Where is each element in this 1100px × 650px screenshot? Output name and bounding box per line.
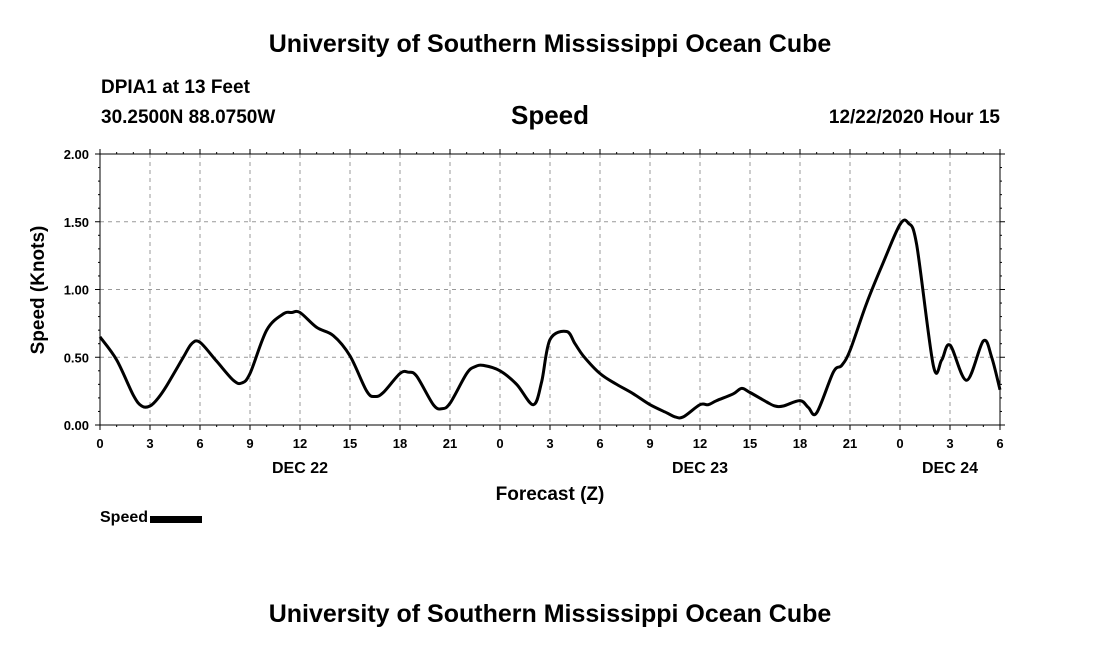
- speed-series-line: [98, 218, 1002, 420]
- x-tick-label: 21: [443, 436, 457, 451]
- x-tick-label: 0: [896, 436, 903, 451]
- chart-series: [98, 218, 1002, 420]
- x-tick-label: 12: [693, 436, 707, 451]
- station-name: DPIA1 at 13 Feet: [101, 77, 250, 98]
- chart-legend: Speed: [100, 509, 203, 527]
- x-tick-label: 0: [496, 436, 503, 451]
- x-tick-label: 21: [843, 436, 857, 451]
- y-tick-label: 1.50: [64, 215, 89, 230]
- x-tick-label: 3: [546, 436, 553, 451]
- x-tick-label: 18: [393, 436, 407, 451]
- x-tick-label: 6: [596, 436, 603, 451]
- x-tick-label: 18: [793, 436, 807, 451]
- x-tick-label: 3: [146, 436, 153, 451]
- page-title-top: University of Southern Mississippi Ocean…: [268, 30, 832, 58]
- chart-title: Speed: [510, 100, 590, 130]
- y-axis-label: Speed (Knots): [28, 226, 49, 355]
- date-label: DEC 23: [672, 460, 728, 477]
- date-label: DEC 24: [922, 460, 978, 477]
- chart-grid: [100, 154, 1000, 425]
- date-label: DEC 22: [272, 460, 328, 477]
- y-tick-label: 0.50: [64, 350, 89, 365]
- x-tick-label: 6: [196, 436, 203, 451]
- page-title-bottom: University of Southern Mississippi Ocean…: [268, 600, 832, 628]
- forecast-timestamp: 12/22/2020 Hour 15: [828, 107, 1000, 128]
- x-tick-label: 15: [743, 436, 757, 451]
- chart-ticks: [95, 149, 1005, 430]
- y-tick-label: 0.00: [64, 418, 89, 433]
- x-axis-label: Forecast (Z): [496, 484, 605, 505]
- x-tick-label: 6: [996, 436, 1003, 451]
- chart-tick-labels: 0 3 6 9 12 15 18 21 0 3 6 9 12 15 18 21 0 3 6 0.00 0.50 1.00 1…: [64, 147, 1004, 477]
- legend-label: Speed: [100, 509, 149, 526]
- x-tick-label: 15: [343, 436, 357, 451]
- y-tick-label: 1.00: [64, 283, 89, 298]
- x-tick-label: 9: [246, 436, 253, 451]
- x-tick-label: 3: [946, 436, 953, 451]
- x-tick-label: 9: [646, 436, 653, 451]
- station-coordinates: 30.2500N 88.0750W: [101, 107, 276, 128]
- legend-line-swatch: [150, 516, 203, 523]
- x-tick-label: 12: [293, 436, 307, 451]
- y-tick-label: 2.00: [64, 147, 89, 162]
- x-tick-label: 0: [96, 436, 103, 451]
